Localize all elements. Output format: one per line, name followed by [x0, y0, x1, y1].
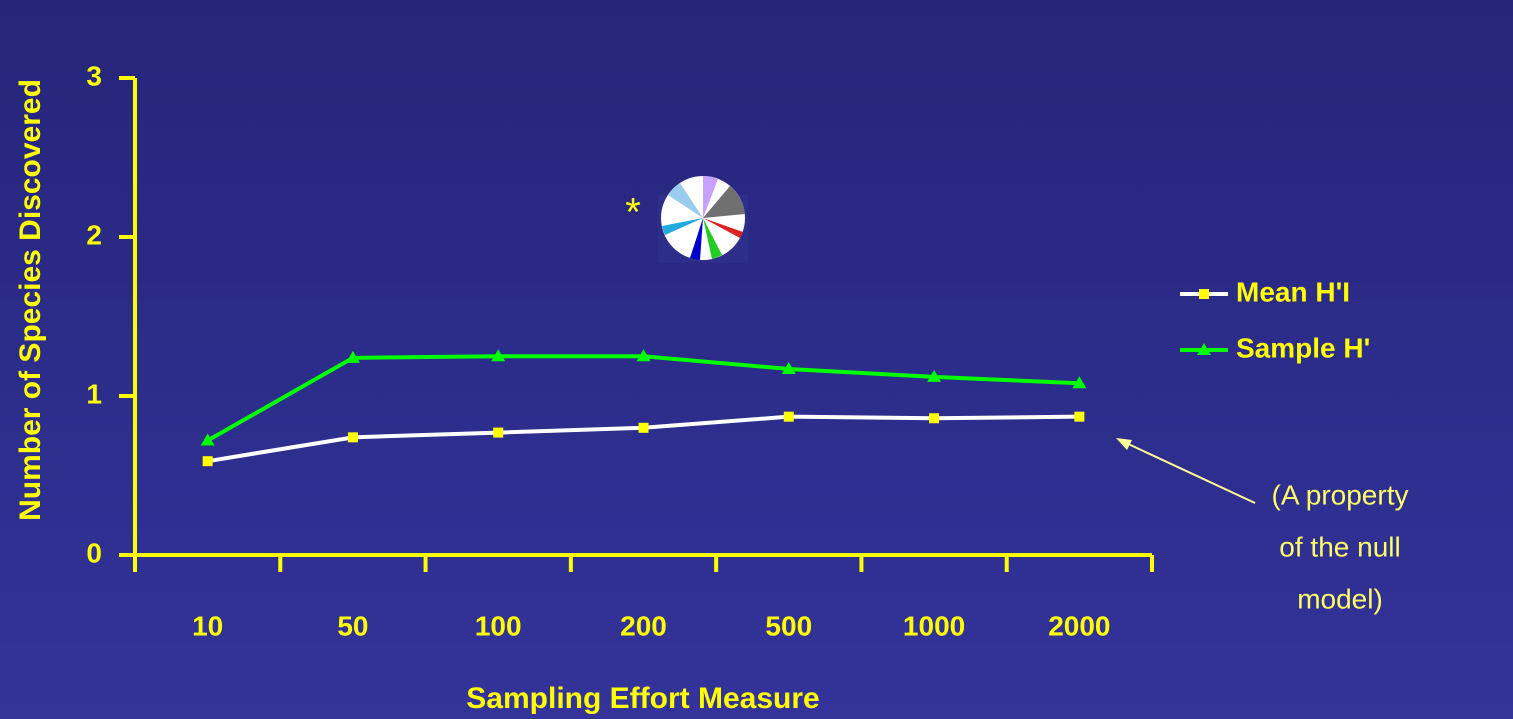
data-point [348, 432, 358, 442]
annotation: model) [1297, 583, 1383, 614]
data-point [639, 423, 649, 433]
data-point [493, 428, 503, 438]
x-tick-label: 1000 [903, 610, 965, 641]
page: Number of Species Discovered Sampling Ef… [0, 0, 1513, 719]
x-tick-label: 10 [192, 610, 223, 641]
x-tick-label: 200 [620, 610, 667, 641]
y-tick-label: 3 [86, 60, 102, 91]
chart: Number of Species Discovered Sampling Ef… [0, 0, 1513, 719]
y-tick-label: 2 [86, 219, 102, 250]
annotation: (A property [1272, 479, 1409, 510]
x-tick-label: 100 [475, 610, 522, 641]
data-point [1074, 412, 1084, 422]
x-tick-label: 50 [337, 610, 368, 641]
data-point [929, 413, 939, 423]
legend-marker [1199, 289, 1209, 299]
x-tick-label: 2000 [1048, 610, 1110, 641]
x-axis-label: Sampling Effort Measure [466, 682, 819, 715]
y-tick-label: 1 [86, 378, 102, 409]
annotation: of the null [1279, 531, 1400, 562]
legend-label: Sample H' [1236, 332, 1370, 363]
y-tick-label: 0 [86, 537, 102, 568]
data-point [203, 456, 213, 466]
marker-note: * [625, 191, 641, 235]
x-tick-label: 500 [765, 610, 812, 641]
legend-label: Mean H'I [1236, 276, 1350, 307]
y-axis-label: Number of Species Discovered [14, 79, 47, 521]
data-point [784, 412, 794, 422]
